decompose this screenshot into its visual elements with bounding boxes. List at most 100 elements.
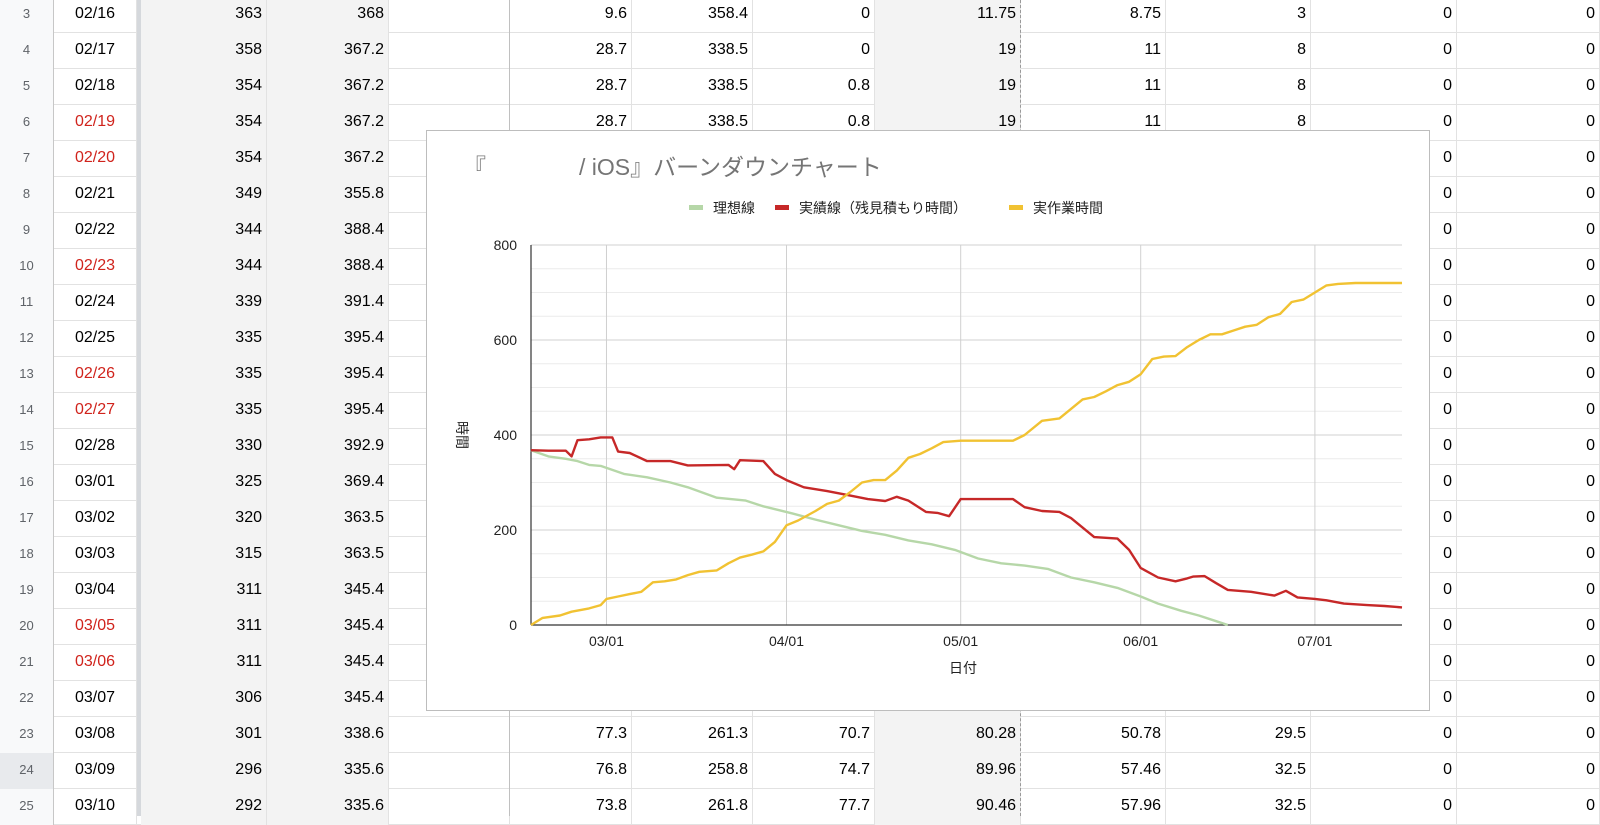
table-cell[interactable] <box>389 789 510 825</box>
date-cell[interactable]: 03/01 <box>54 465 137 501</box>
table-cell[interactable]: 395.4 <box>267 321 389 357</box>
row-header[interactable]: 19 <box>0 573 54 609</box>
table-cell[interactable]: 0 <box>1457 501 1600 537</box>
frozen-column-divider[interactable] <box>137 0 141 816</box>
row-header[interactable]: 20 <box>0 609 54 645</box>
date-cell[interactable]: 02/21 <box>54 177 137 213</box>
table-cell[interactable]: 76.8 <box>510 753 632 789</box>
row-header[interactable]: 18 <box>0 537 54 573</box>
table-cell[interactable]: 11.75 <box>875 0 1021 33</box>
table-cell[interactable]: 345.4 <box>267 573 389 609</box>
table-cell[interactable]: 0 <box>1457 717 1600 753</box>
table-cell[interactable]: 363 <box>141 0 267 33</box>
table-cell[interactable]: 335.6 <box>267 753 389 789</box>
table-cell[interactable]: 0 <box>1457 789 1600 825</box>
date-cell[interactable]: 02/19 <box>54 105 137 141</box>
table-cell[interactable]: 32.5 <box>1166 753 1311 789</box>
table-cell[interactable]: 0 <box>1311 69 1457 105</box>
table-cell[interactable]: 392.9 <box>267 429 389 465</box>
table-cell[interactable]: 330 <box>141 429 267 465</box>
table-cell[interactable]: 338.6 <box>267 717 389 753</box>
table-cell[interactable]: 57.96 <box>1021 789 1166 825</box>
row-header[interactable]: 14 <box>0 393 54 429</box>
date-cell[interactable]: 03/04 <box>54 573 137 609</box>
date-cell[interactable]: 03/08 <box>54 717 137 753</box>
table-cell[interactable]: 50.78 <box>1021 717 1166 753</box>
table-cell[interactable]: 261.3 <box>632 717 753 753</box>
row-header[interactable]: 23 <box>0 717 54 753</box>
table-cell[interactable]: 345.4 <box>267 681 389 717</box>
row-header[interactable]: 11 <box>0 285 54 321</box>
date-cell[interactable]: 03/03 <box>54 537 137 573</box>
row-header[interactable]: 25 <box>0 789 54 825</box>
date-cell[interactable]: 02/20 <box>54 141 137 177</box>
date-cell[interactable]: 02/26 <box>54 357 137 393</box>
table-cell[interactable]: 0 <box>1311 717 1457 753</box>
date-cell[interactable]: 02/27 <box>54 393 137 429</box>
table-cell[interactable]: 261.8 <box>632 789 753 825</box>
row-header[interactable]: 24 <box>0 753 54 789</box>
row-header[interactable]: 17 <box>0 501 54 537</box>
table-cell[interactable]: 8.75 <box>1021 0 1166 33</box>
table-cell[interactable]: 315 <box>141 537 267 573</box>
table-cell[interactable]: 367.2 <box>267 69 389 105</box>
table-cell[interactable]: 0 <box>1311 789 1457 825</box>
table-cell[interactable]: 296 <box>141 753 267 789</box>
table-cell[interactable]: 338.5 <box>632 33 753 69</box>
table-cell[interactable]: 0 <box>1457 213 1600 249</box>
table-cell[interactable] <box>389 0 510 33</box>
date-cell[interactable]: 03/07 <box>54 681 137 717</box>
table-cell[interactable]: 0 <box>753 0 875 33</box>
date-cell[interactable]: 02/16 <box>54 0 137 33</box>
table-cell[interactable]: 369.4 <box>267 465 389 501</box>
table-cell[interactable]: 19 <box>875 69 1021 105</box>
table-cell[interactable]: 363.5 <box>267 537 389 573</box>
table-cell[interactable]: 70.7 <box>753 717 875 753</box>
table-cell[interactable]: 0 <box>1457 105 1600 141</box>
table-cell[interactable]: 354 <box>141 105 267 141</box>
table-cell[interactable] <box>389 69 510 105</box>
row-header[interactable]: 7 <box>0 141 54 177</box>
table-cell[interactable]: 0 <box>1457 141 1600 177</box>
table-cell[interactable]: 32.5 <box>1166 789 1311 825</box>
table-cell[interactable]: 19 <box>875 33 1021 69</box>
table-cell[interactable]: 358.4 <box>632 0 753 33</box>
table-cell[interactable]: 311 <box>141 573 267 609</box>
table-cell[interactable] <box>389 717 510 753</box>
table-cell[interactable]: 368 <box>267 0 389 33</box>
table-cell[interactable]: 306 <box>141 681 267 717</box>
table-cell[interactable]: 345.4 <box>267 609 389 645</box>
table-cell[interactable]: 9.6 <box>510 0 632 33</box>
table-cell[interactable]: 0 <box>1457 645 1600 681</box>
row-header[interactable]: 12 <box>0 321 54 357</box>
table-cell[interactable]: 0 <box>1457 69 1600 105</box>
date-cell[interactable]: 03/05 <box>54 609 137 645</box>
date-cell[interactable]: 02/28 <box>54 429 137 465</box>
row-header[interactable]: 6 <box>0 105 54 141</box>
table-cell[interactable]: 74.7 <box>753 753 875 789</box>
table-cell[interactable]: 89.96 <box>875 753 1021 789</box>
table-cell[interactable]: 90.46 <box>875 789 1021 825</box>
table-cell[interactable]: 0.8 <box>753 69 875 105</box>
table-cell[interactable]: 0 <box>1311 753 1457 789</box>
table-cell[interactable]: 335 <box>141 393 267 429</box>
row-header[interactable]: 5 <box>0 69 54 105</box>
table-cell[interactable]: 339 <box>141 285 267 321</box>
row-header[interactable]: 22 <box>0 681 54 717</box>
date-cell[interactable]: 03/06 <box>54 645 137 681</box>
table-cell[interactable]: 77.7 <box>753 789 875 825</box>
table-cell[interactable]: 335 <box>141 357 267 393</box>
date-cell[interactable]: 02/18 <box>54 69 137 105</box>
table-cell[interactable]: 8 <box>1166 33 1311 69</box>
table-cell[interactable]: 338.5 <box>632 69 753 105</box>
table-cell[interactable]: 0 <box>1457 393 1600 429</box>
row-header[interactable]: 4 <box>0 33 54 69</box>
table-cell[interactable]: 8 <box>1166 69 1311 105</box>
table-cell[interactable]: 354 <box>141 141 267 177</box>
table-cell[interactable]: 349 <box>141 177 267 213</box>
table-cell[interactable]: 0 <box>1311 33 1457 69</box>
table-cell[interactable] <box>389 33 510 69</box>
table-cell[interactable]: 28.7 <box>510 69 632 105</box>
date-cell[interactable]: 02/23 <box>54 249 137 285</box>
date-cell[interactable]: 02/22 <box>54 213 137 249</box>
